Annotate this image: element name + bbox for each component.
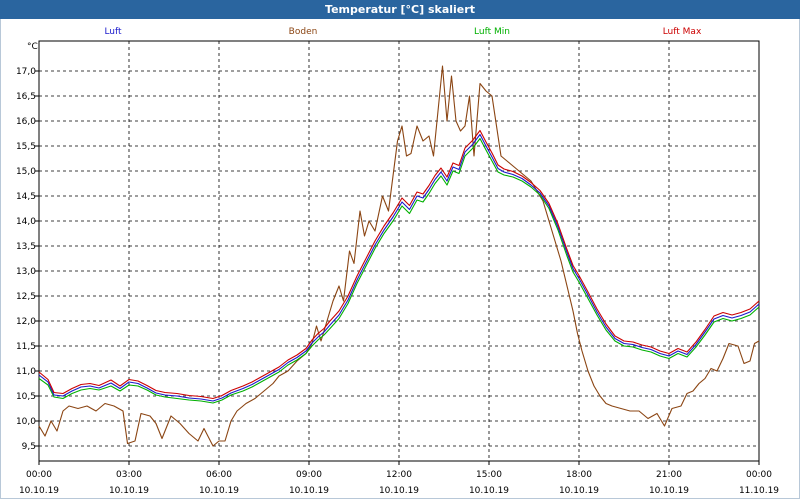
y-tick-label: 15,5 (16, 142, 36, 152)
series-lines (38, 65, 760, 447)
y-tick-label: 13,5 (16, 242, 36, 252)
x-tick-time-label: 00:00 (26, 470, 52, 480)
x-tick-date-label: 10.10.19 (379, 486, 419, 496)
y-tick-label: 15,0 (16, 167, 36, 177)
x-tick-time-label: 15:00 (476, 470, 502, 480)
y-tick-label: 17,0 (16, 67, 36, 77)
x-tick-time-label: 00:00 (746, 470, 772, 480)
y-tick-label: 12,5 (16, 292, 36, 302)
x-tick-date-label: 10.10.19 (109, 486, 149, 496)
series-line-luft-min (38, 137, 760, 404)
legend: Boden Luft Min Luft Luft Max (104, 27, 702, 37)
x-tick-time-label: 06:00 (206, 470, 232, 480)
x-tick-date-label: 10.10.19 (289, 486, 329, 496)
legend-item-luft-max: Luft Max (663, 27, 702, 37)
y-tick-label: 10,5 (16, 392, 36, 402)
y-tick-label: 12,0 (16, 317, 36, 327)
x-tick-time-label: 21:00 (656, 470, 682, 480)
x-tick-time-label: 12:00 (386, 470, 412, 480)
legend-item-boden: Boden (289, 27, 318, 37)
y-tick-label: 13,0 (16, 267, 36, 277)
y-tick-label: 16,5 (16, 92, 36, 102)
y-tick-label: 14,0 (16, 217, 36, 227)
series-line-luft-max (38, 129, 760, 400)
y-tick-label: 9,5 (22, 442, 36, 452)
series-line-luft (38, 133, 760, 402)
y-tick-label: 10,0 (16, 417, 36, 427)
x-tick-date-label: 10.10.19 (199, 486, 239, 496)
grid (39, 41, 759, 461)
x-tick-date-label: 11.10.19 (739, 486, 779, 496)
y-tick-label: 14,5 (16, 192, 36, 202)
y-tick-label: 11,5 (16, 342, 36, 352)
legend-item-luft: Luft (104, 27, 122, 37)
x-tick-time-label: 18:00 (566, 470, 592, 480)
x-tick-date-label: 10.10.19 (559, 486, 599, 496)
legend-item-luft-min: Luft Min (474, 27, 510, 37)
series-line-boden (38, 65, 760, 447)
x-axis-ticks: 00:00 10.10.19 03:00 10.10.19 06:00 10.10.19 0… (19, 461, 779, 496)
x-tick-time-label: 03:00 (116, 470, 142, 480)
x-tick-date-label: 10.10.19 (19, 486, 59, 496)
y-tick-label: 11,0 (16, 367, 36, 377)
y-axis-ticks: 9,5 10,0 10,5 11,0 11,5 12,0 12,5 13,0 13,5 14,0 1… (16, 67, 39, 452)
window-title: Temperatur [°C] skaliert (0, 0, 800, 19)
x-tick-date-label: 10.10.19 (649, 486, 689, 496)
y-axis-unit-label: °C (27, 42, 38, 52)
y-tick-label: 16,0 (16, 117, 36, 127)
x-tick-date-label: 10.10.19 (469, 486, 509, 496)
x-tick-time-label: 09:00 (296, 470, 322, 480)
